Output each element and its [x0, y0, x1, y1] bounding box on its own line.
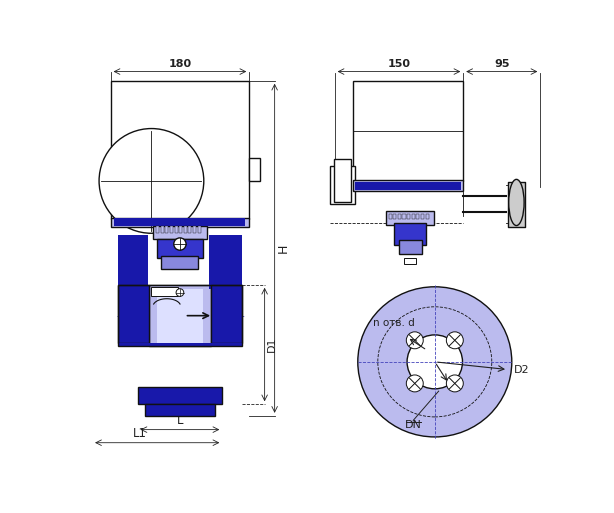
- Bar: [508, 183, 525, 227]
- Circle shape: [446, 332, 464, 349]
- Circle shape: [99, 129, 204, 233]
- Text: D1: D1: [267, 337, 277, 352]
- Bar: [356, 183, 461, 190]
- Bar: [188, 226, 192, 232]
- Bar: [209, 235, 241, 289]
- Bar: [153, 226, 207, 239]
- Ellipse shape: [407, 335, 462, 389]
- Bar: [179, 226, 182, 232]
- Bar: [394, 223, 426, 245]
- Bar: [119, 343, 241, 346]
- Text: 95: 95: [494, 60, 510, 69]
- Bar: [249, 158, 260, 181]
- Text: D2: D2: [514, 365, 530, 374]
- Bar: [161, 226, 164, 232]
- Text: 180: 180: [168, 60, 192, 69]
- Bar: [398, 240, 422, 254]
- Circle shape: [446, 375, 464, 392]
- Text: n отв. d: n отв. d: [373, 319, 415, 328]
- Bar: [412, 214, 415, 220]
- Bar: [421, 214, 424, 220]
- Text: H: H: [277, 243, 290, 252]
- Text: DN: DN: [405, 420, 422, 429]
- Bar: [353, 81, 464, 181]
- Bar: [149, 285, 211, 346]
- Bar: [114, 218, 246, 226]
- Circle shape: [406, 375, 423, 392]
- Bar: [398, 214, 401, 220]
- Bar: [407, 214, 410, 220]
- Bar: [330, 166, 355, 204]
- Bar: [404, 258, 416, 264]
- Bar: [152, 287, 179, 297]
- Bar: [111, 81, 249, 220]
- Bar: [211, 285, 241, 343]
- Circle shape: [174, 238, 186, 250]
- Circle shape: [176, 289, 184, 297]
- Bar: [426, 214, 429, 220]
- Bar: [386, 211, 434, 225]
- Bar: [156, 226, 159, 232]
- Bar: [184, 226, 187, 232]
- Bar: [111, 218, 249, 227]
- Bar: [119, 285, 149, 343]
- Bar: [138, 387, 222, 404]
- Ellipse shape: [509, 180, 524, 226]
- Bar: [146, 404, 214, 416]
- Bar: [389, 214, 392, 220]
- Bar: [393, 214, 396, 220]
- Bar: [334, 159, 351, 202]
- Bar: [119, 285, 241, 346]
- Bar: [174, 226, 177, 232]
- Bar: [157, 239, 203, 258]
- Bar: [193, 226, 196, 232]
- Circle shape: [406, 332, 423, 349]
- Bar: [165, 226, 168, 232]
- Bar: [157, 289, 203, 343]
- Ellipse shape: [358, 287, 512, 437]
- Bar: [198, 226, 201, 232]
- Bar: [161, 255, 198, 269]
- Bar: [119, 235, 147, 289]
- Text: 150: 150: [387, 60, 411, 69]
- Bar: [353, 180, 464, 191]
- Bar: [402, 214, 405, 220]
- Text: L: L: [177, 415, 183, 427]
- Bar: [170, 226, 173, 232]
- Text: L1: L1: [133, 427, 147, 440]
- Bar: [416, 214, 419, 220]
